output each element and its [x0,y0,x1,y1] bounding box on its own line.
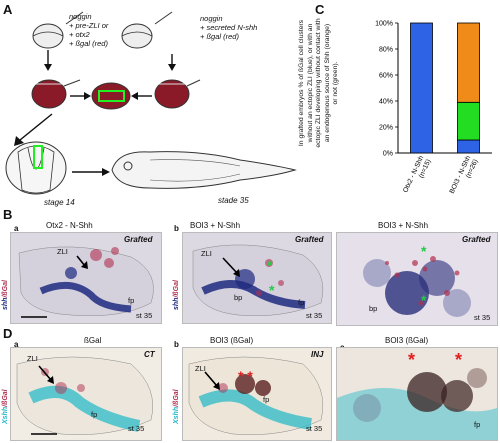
panel-c-chart: 0% 20% 40% 60% 80% 100% Otx2 - N-Shh(n=15) BOI3… [375,21,492,195]
b-c-tag: Grafted [462,235,491,244]
xshh-label: Xshh [173,406,180,424]
y-tick-label: 60% [379,73,393,80]
d-c-image [336,347,498,441]
b-b-image [182,232,332,324]
d-b-title: BOI3 (ßGal) [210,336,254,345]
d-b-letter: b [174,340,179,349]
bgal-label: /ßGal [173,389,180,407]
b-c-stage: st 35 [474,313,491,322]
bar-segment [410,22,433,154]
panel-a-left-text: noggin + pre-ZLI or + otx2 + ßgal (red) [69,12,108,48]
b-c-asterisk-2: * [421,292,427,308]
b-a-title: Otx2 - N-Shh [46,221,93,230]
b-b-title: BOI3 + N-Shh [190,221,241,230]
left-text-line-2: + pre-ZLI or [69,21,109,30]
stage-14-label: stage 14 [44,198,75,207]
left-text-line-4: + ßgal (red) [69,39,108,48]
b-a-side-label: shh/ßGal [2,280,9,310]
shh-label: shh [173,297,180,310]
d-a-stage: st 35 [128,424,145,433]
shh-label: shh [2,297,9,310]
d-a-letter: a [14,340,19,349]
d-a-fp: fp [91,410,98,419]
right-text-line-3: + ßgal (red) [200,32,239,41]
xshh-label: Xshh [2,406,9,424]
b-b-letter: b [174,224,179,233]
d-c-title: BOI3 (ßGal) [385,336,429,345]
b-b-asterisk-2: * [269,282,275,298]
y-tick-label: 20% [379,125,393,132]
panel-a-right-text: noggin + secreted N-shh + ßgal (red) [200,14,257,41]
b-a-letter: a [14,224,19,233]
left-text-line-1: noggin [69,12,92,21]
ylabel-line-3: ectopic ZLI developing without contact w… [315,18,322,148]
b-b-stage: st 35 [306,311,323,320]
b-a-tag: Grafted [124,235,153,244]
b-c-image [336,232,498,326]
b-c-asterisk-1: * [421,243,427,259]
x-category-label: Otx2 - N-Shh(n=15) [402,155,432,194]
d-b-side-label: Xshh/ßGal [173,389,180,424]
bgal-label: /ßGal [173,280,180,298]
d-b-stage: st 35 [306,424,323,433]
panel-a-schematic [5,11,297,195]
d-c-asterisk-1: * [408,350,416,370]
b-c-title: BOI3 + N-Shh [378,221,429,230]
b-b-side-label: shh/ßGal [173,280,180,310]
b-b-asterisk-1: * [267,257,273,273]
ylabel-line-5: or not (green). [332,61,339,105]
bar-segment [457,101,480,141]
panel-b-letter: B [3,207,13,222]
b-b-zli: ZLI [201,249,212,258]
b-b-bp: bp [234,293,243,302]
d-a-zli: ZLI [27,354,38,363]
d-a-tag: CT [144,350,155,359]
left-text-line-3: + otx2 [69,30,90,39]
panel-c-ylabel: In grafted embryos % of ßGal cell cluste… [298,0,368,168]
bgal-label: /ßGal [2,280,9,298]
b-a-stage: st 35 [136,311,153,320]
b-c-bp: bp [369,304,378,313]
panel-a-letter: A [3,2,13,17]
d-b-fp: fp [263,395,270,404]
b-a-zli: ZLI [57,247,68,256]
d-b-image [182,347,332,441]
b-b-fp: fp [298,298,305,307]
bgal-label: /ßGal [2,389,9,407]
d-a-image [10,347,162,441]
d-a-side-label: Xshh/ßGal [2,389,9,424]
bar-segment [457,139,480,154]
d-c-asterisk-2: * [455,350,463,370]
ylabel-line-1: In grafted embryos % of ßGal cell cluste… [298,19,305,147]
d-b-asterisks: * * [238,368,253,384]
d-b-tag: INJ [311,350,324,359]
y-tick-label: 40% [379,99,393,106]
d-c-fp: fp [474,420,481,429]
b-a-image [10,232,162,324]
x-category-label: BOI3 - N-Shh(n=26) [449,155,480,195]
y-tick-label: 80% [379,47,393,54]
ylabel-line-2: without an ectopic ZLI (blue), or with a… [306,23,314,143]
bar-segment [457,22,480,103]
panel-d-letter: D [3,326,13,341]
stage-35-label: stade 35 [218,196,249,205]
y-tick-label: 100% [375,21,393,28]
d-a-title: ßGal [84,336,102,345]
b-a-fp: fp [128,296,135,305]
y-tick-label: 0% [383,151,393,158]
right-text-line-2: + secreted N-shh [200,23,258,32]
ylabel-line-4: an endogenous source of Shh (orange) [323,23,331,143]
right-text-line-1: noggin [200,14,223,23]
d-b-zli: ZLI [195,364,206,373]
panel-c-letter: C [315,2,325,17]
b-b-tag: Grafted [295,235,324,244]
